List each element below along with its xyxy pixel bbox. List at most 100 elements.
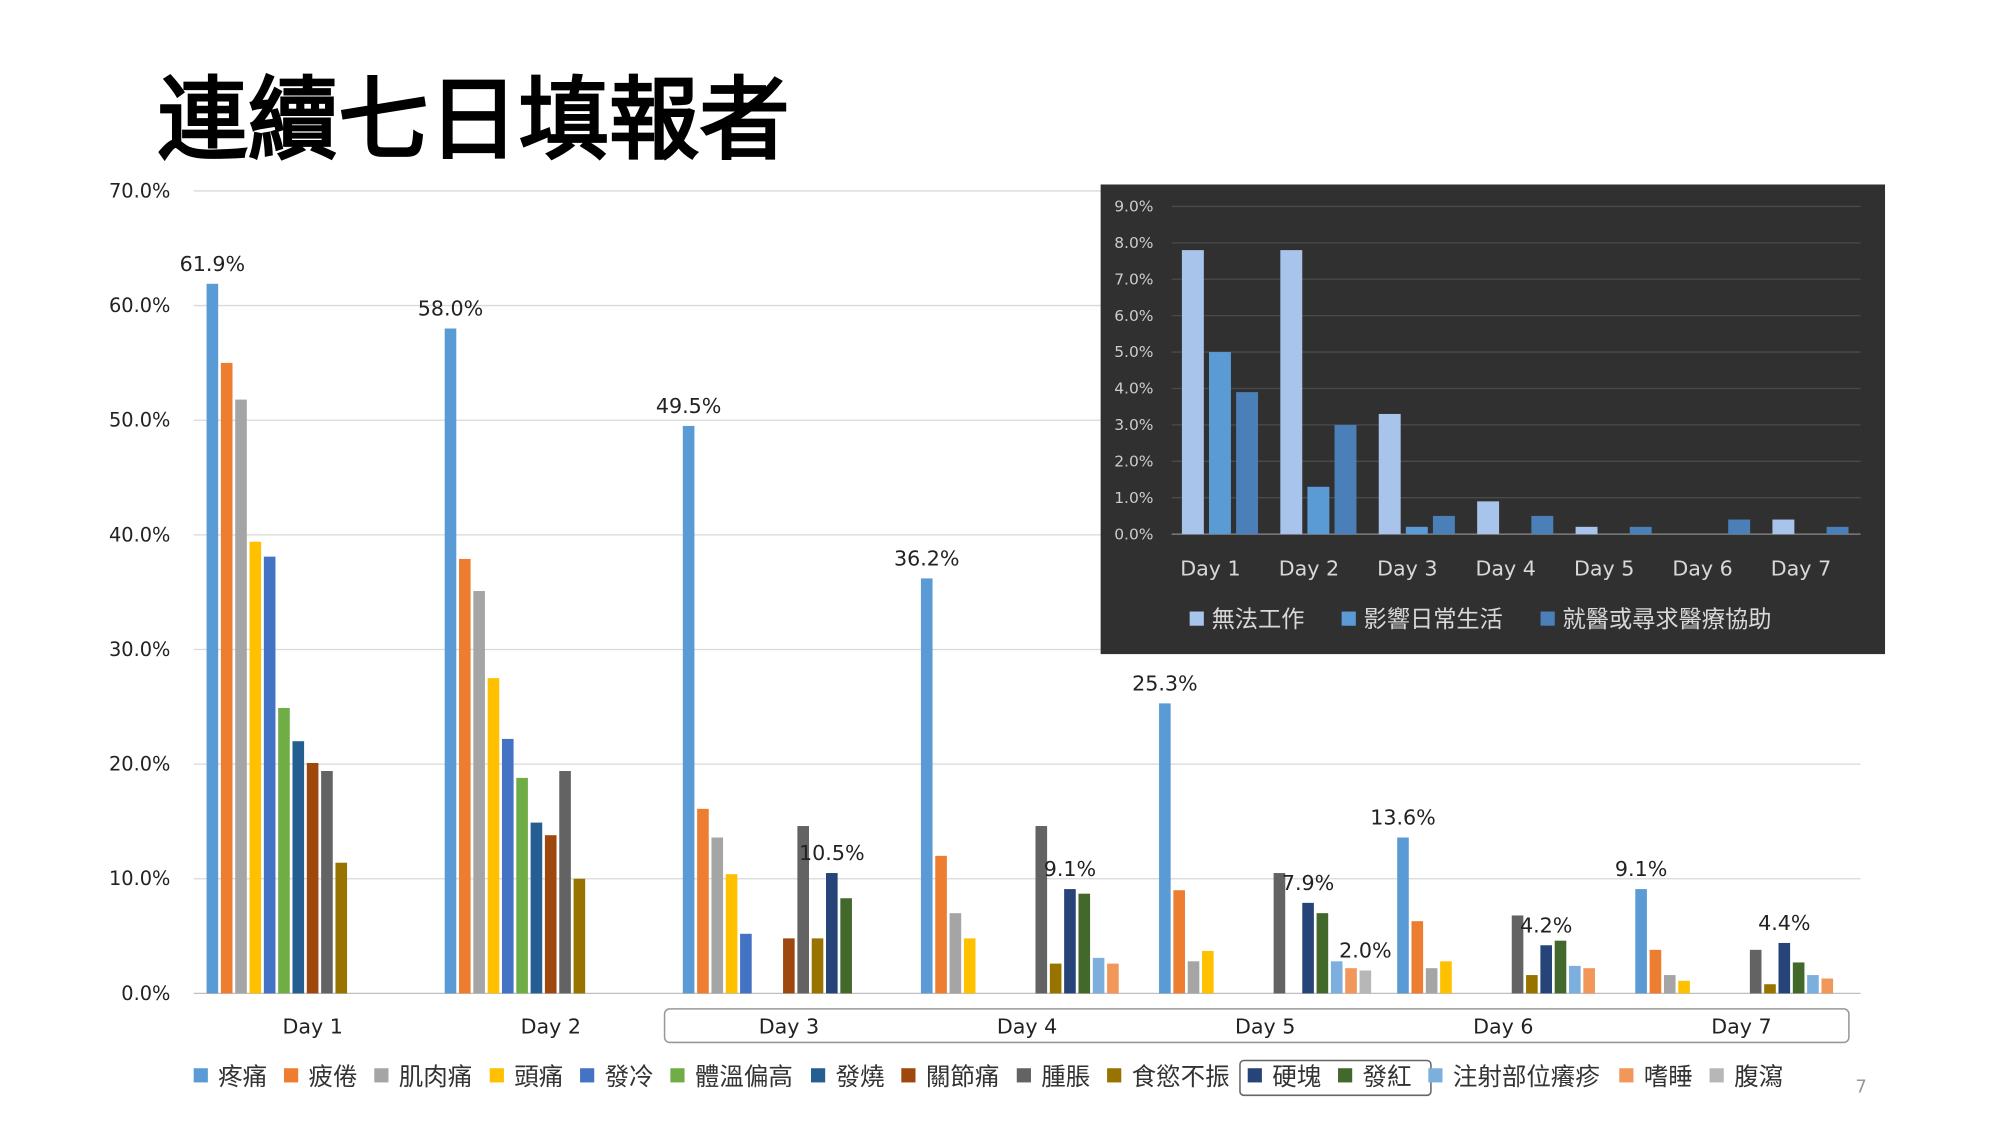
bar (1772, 519, 1795, 535)
bar (682, 425, 695, 994)
legend-label: 注射部位癢疹 (1453, 1062, 1600, 1091)
legend-swatch (1709, 1068, 1724, 1083)
data-label: 2.0% (1339, 939, 1391, 963)
bar (725, 874, 738, 994)
bar (783, 938, 795, 994)
legend-swatch (1540, 611, 1555, 626)
legend-label: 肌肉痛 (399, 1062, 473, 1091)
legend-swatch (580, 1068, 595, 1083)
legend-label: 疲倦 (308, 1062, 357, 1091)
bar (1181, 250, 1204, 535)
bar (1359, 970, 1372, 994)
bar (1411, 921, 1424, 994)
legend-swatch (283, 1068, 299, 1083)
bar (1635, 889, 1647, 994)
y-tick-label: 7.0% (1114, 270, 1153, 288)
bar (1273, 873, 1286, 994)
bar (1526, 975, 1538, 994)
legend-item: 腫脹 (1016, 1062, 1090, 1091)
legend-item: 食慾不振 (1107, 1062, 1230, 1091)
bar (1649, 949, 1662, 994)
bar (826, 873, 838, 994)
bar (1540, 945, 1552, 994)
bar (501, 738, 514, 994)
bar (1302, 902, 1314, 994)
bar (1575, 526, 1598, 535)
data-label: 58.0% (418, 297, 484, 321)
legend-swatch (489, 1068, 504, 1083)
bar (1792, 962, 1805, 994)
legend-swatch (1341, 611, 1356, 626)
bar (1629, 526, 1652, 535)
bar (263, 556, 276, 994)
bar (1035, 826, 1048, 994)
y-tick-label: 1.0% (1114, 489, 1153, 507)
legend-item: 注射部位癢疹 (1428, 1062, 1600, 1091)
bar (473, 591, 485, 994)
bar (1807, 975, 1819, 994)
main-chart: 0.0% 10.0% 20.0% 30.0% 40.0% 50.0% 60.0% 70.0% D… (109, 179, 1861, 1097)
legend-label: 疼痛 (218, 1062, 267, 1091)
data-label: 49.5% (656, 394, 722, 418)
data-label: 4.4% (1758, 911, 1810, 935)
legend-item: 腹瀉 (1709, 1062, 1783, 1091)
legend-label: 腫脹 (1041, 1062, 1090, 1091)
data-label: 13.6% (1370, 806, 1436, 830)
legend-item: 疲倦 (283, 1062, 357, 1091)
legend-item: 就醫或尋求醫療協助 (1540, 606, 1771, 633)
y-tick-label: 40.0% (109, 523, 170, 546)
bar (1554, 940, 1567, 994)
data-label: 25.3% (1132, 671, 1198, 695)
legend-swatch (1016, 1068, 1031, 1083)
bar (1107, 963, 1119, 994)
y-tick-label: 3.0% (1114, 416, 1153, 434)
legend-item: 影響日常生活 (1341, 606, 1503, 633)
bar (1440, 961, 1452, 994)
bar (487, 678, 500, 994)
bar (1432, 515, 1455, 535)
bar (278, 707, 290, 994)
legend-swatch (670, 1068, 685, 1083)
x-tick-label: Day 4 (1476, 556, 1536, 580)
bar (206, 283, 219, 994)
legend-label: 嗜睡 (1644, 1062, 1693, 1091)
y-tick-label: 30.0% (109, 638, 170, 661)
legend-label: 硬塊 (1272, 1062, 1321, 1091)
bar (1583, 968, 1595, 994)
bar (1378, 413, 1401, 535)
bar (1569, 965, 1581, 994)
legend-swatch (1338, 1068, 1353, 1083)
y-tick-label: 10.0% (109, 867, 170, 890)
bar (949, 913, 962, 994)
legend-item: 體溫偏高 (670, 1062, 793, 1091)
bar (1334, 424, 1357, 535)
bar (459, 558, 471, 994)
legend-label: 關節痛 (926, 1062, 1000, 1091)
legend-item: 無法工作 (1189, 606, 1304, 633)
bar (1202, 950, 1214, 994)
bar (1663, 975, 1676, 994)
bar (1049, 963, 1062, 994)
bar (1307, 486, 1330, 535)
legend-swatch (374, 1068, 389, 1083)
bar (306, 762, 319, 994)
bar (1821, 978, 1834, 994)
legend-swatch (1247, 1068, 1262, 1083)
legend-item: 關節痛 (901, 1062, 999, 1091)
bar (1173, 890, 1185, 994)
bar (321, 771, 333, 994)
bar (1678, 980, 1690, 994)
bar (235, 399, 247, 994)
bar (1209, 352, 1231, 535)
bar (1749, 949, 1762, 994)
y-tick-label: 20.0% (109, 753, 170, 776)
data-label: 36.2% (894, 547, 960, 571)
legend-label: 頭痛 (514, 1062, 563, 1091)
bar (811, 938, 824, 994)
y-tick-label: 8.0% (1114, 234, 1153, 252)
legend-swatch (810, 1068, 826, 1083)
y-tick-label: 0.0% (1114, 525, 1153, 543)
legend-label: 發冷 (605, 1062, 654, 1091)
bar (249, 541, 262, 994)
bar (1092, 957, 1105, 994)
